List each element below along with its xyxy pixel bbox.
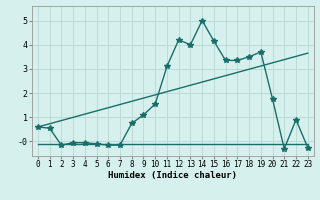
X-axis label: Humidex (Indice chaleur): Humidex (Indice chaleur) [108,171,237,180]
